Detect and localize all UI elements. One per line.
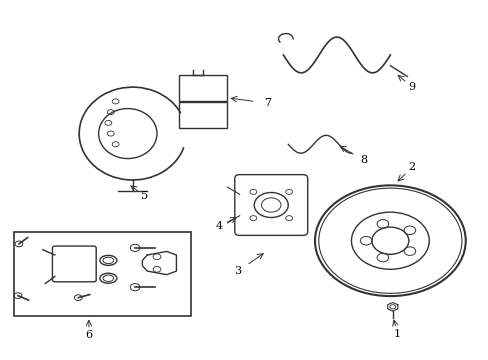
Text: 7: 7 <box>264 98 271 108</box>
Text: 2: 2 <box>408 162 415 172</box>
Text: 4: 4 <box>215 221 223 231</box>
Text: 1: 1 <box>393 329 400 339</box>
Text: 3: 3 <box>234 266 241 276</box>
Text: 6: 6 <box>85 330 92 341</box>
Bar <box>14 232 191 316</box>
Text: 5: 5 <box>141 191 148 201</box>
Text: 8: 8 <box>359 156 366 165</box>
Text: 9: 9 <box>408 82 415 92</box>
